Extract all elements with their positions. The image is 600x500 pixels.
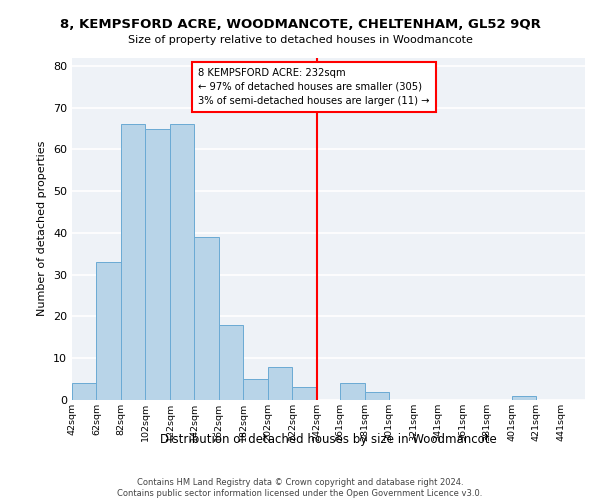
Bar (512, 396, 536, 400)
Text: Size of property relative to detached houses in Woodmancote: Size of property relative to detached ho… (128, 35, 472, 45)
Text: 8, KEMPSFORD ACRE, WOODMANCOTE, CHELTENHAM, GL52 9QR: 8, KEMPSFORD ACRE, WOODMANCOTE, CHELTENH… (59, 18, 541, 30)
Bar (365, 392, 389, 400)
Bar (145, 128, 170, 400)
Bar (170, 124, 194, 400)
Bar (97, 262, 121, 400)
Bar (340, 384, 365, 400)
Bar (244, 379, 268, 400)
Bar (194, 237, 219, 400)
Bar (121, 124, 145, 400)
Bar (292, 388, 317, 400)
Text: Distribution of detached houses by size in Woodmancote: Distribution of detached houses by size … (160, 432, 497, 446)
Y-axis label: Number of detached properties: Number of detached properties (37, 141, 47, 316)
Text: 8 KEMPSFORD ACRE: 232sqm
← 97% of detached houses are smaller (305)
3% of semi-d: 8 KEMPSFORD ACRE: 232sqm ← 97% of detach… (198, 68, 430, 106)
Bar (72, 384, 97, 400)
Bar (268, 366, 292, 400)
Bar (219, 325, 244, 400)
Text: Contains HM Land Registry data © Crown copyright and database right 2024.
Contai: Contains HM Land Registry data © Crown c… (118, 478, 482, 498)
